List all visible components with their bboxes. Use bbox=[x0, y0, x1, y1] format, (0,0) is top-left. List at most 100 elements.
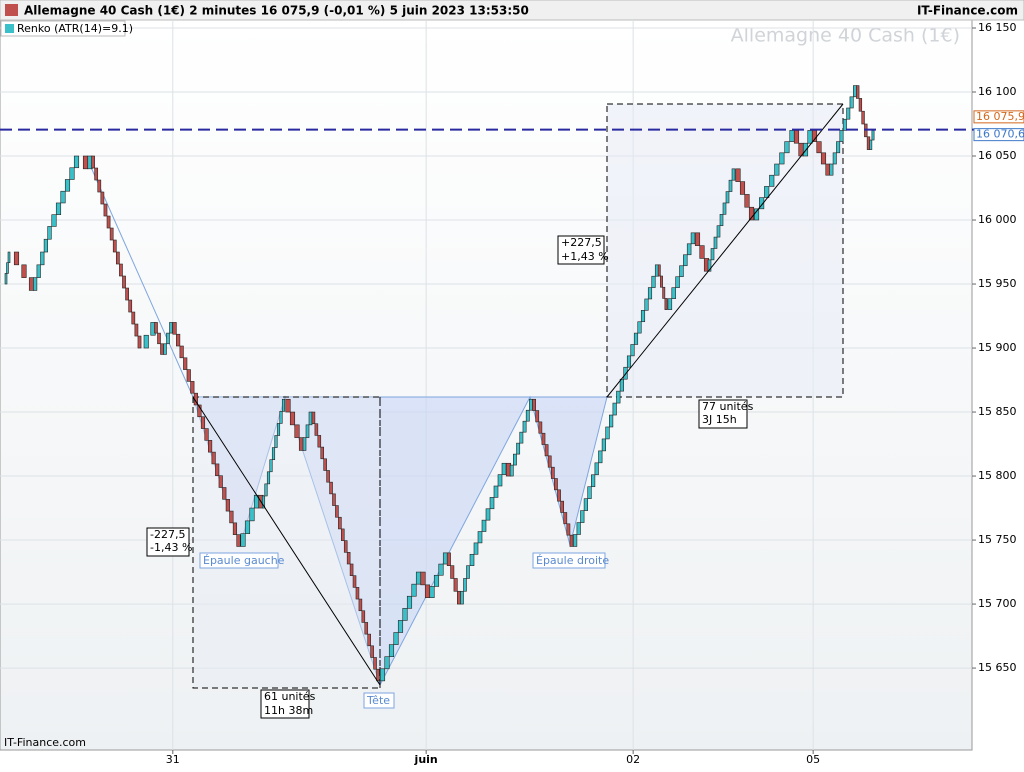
brick bbox=[764, 186, 770, 198]
brick bbox=[279, 411, 283, 424]
brick bbox=[594, 462, 599, 476]
brick bbox=[60, 190, 66, 204]
brick bbox=[572, 534, 578, 547]
brick bbox=[346, 552, 351, 565]
brick bbox=[473, 542, 479, 555]
brick bbox=[43, 238, 48, 253]
brick bbox=[311, 411, 316, 425]
brick bbox=[466, 565, 470, 579]
brick bbox=[73, 155, 80, 169]
brick bbox=[538, 421, 543, 434]
brick bbox=[320, 446, 325, 460]
measure-line bbox=[606, 103, 844, 398]
y-tick-label: 15 900 bbox=[978, 341, 1017, 354]
brick bbox=[204, 428, 209, 441]
brick bbox=[710, 248, 715, 261]
brick bbox=[858, 98, 863, 112]
brick bbox=[716, 225, 721, 238]
brick bbox=[373, 657, 377, 670]
annotation-text: 77 unités bbox=[702, 400, 754, 413]
brick bbox=[731, 168, 736, 181]
brick bbox=[163, 343, 167, 355]
brick bbox=[748, 206, 755, 221]
y-tick-label: 15 950 bbox=[978, 277, 1017, 290]
brick bbox=[157, 332, 161, 345]
annotation-text: -1,43 % bbox=[150, 541, 192, 554]
brick bbox=[601, 438, 606, 452]
brick bbox=[244, 520, 251, 534]
brick bbox=[97, 179, 102, 193]
brick bbox=[671, 287, 676, 299]
brick bbox=[608, 414, 614, 428]
brick bbox=[516, 442, 521, 455]
brick bbox=[816, 141, 822, 154]
y-tick-label: 15 750 bbox=[978, 533, 1017, 546]
brick bbox=[51, 214, 57, 227]
brick bbox=[69, 167, 75, 180]
brick bbox=[735, 168, 741, 182]
brick bbox=[169, 322, 173, 334]
brick bbox=[651, 275, 656, 288]
brick bbox=[554, 478, 558, 491]
brick bbox=[302, 437, 307, 451]
brick bbox=[229, 510, 234, 524]
brick bbox=[619, 378, 624, 392]
brick bbox=[384, 656, 390, 670]
brick bbox=[779, 152, 785, 165]
price-marker: 16 070,6 bbox=[976, 128, 1024, 141]
brick bbox=[131, 311, 136, 325]
brick bbox=[100, 191, 105, 205]
brick bbox=[349, 563, 354, 576]
brick bbox=[640, 310, 646, 323]
annotation: -227,5 -1,43 % 61 unités 11h 38m +227,5 … bbox=[146, 235, 754, 719]
x-tick-label: 31 bbox=[166, 753, 180, 766]
footer: IT-Finance.com bbox=[4, 736, 86, 749]
brick bbox=[598, 450, 603, 464]
brick bbox=[544, 444, 549, 457]
brick bbox=[91, 155, 95, 169]
brick bbox=[807, 130, 813, 144]
brick bbox=[662, 286, 666, 299]
brick bbox=[64, 179, 71, 192]
brick bbox=[197, 404, 202, 418]
annotation-text: 3J 15h bbox=[702, 413, 737, 426]
brick bbox=[713, 236, 718, 249]
brick bbox=[469, 553, 475, 566]
brick bbox=[481, 519, 487, 532]
brick bbox=[343, 540, 348, 553]
header-bar bbox=[0, 0, 1024, 21]
brick bbox=[94, 167, 99, 181]
price-marker: 16 075,9 bbox=[976, 110, 1024, 123]
brick bbox=[294, 424, 300, 438]
indicator-box bbox=[0, 20, 126, 37]
brick bbox=[728, 179, 733, 192]
app-icon bbox=[5, 4, 18, 16]
brick bbox=[532, 398, 536, 411]
brick bbox=[789, 130, 795, 142]
brick bbox=[326, 470, 330, 483]
brick bbox=[861, 110, 865, 125]
brick bbox=[547, 455, 552, 468]
brick bbox=[211, 451, 216, 465]
brick bbox=[13, 251, 20, 266]
y-tick-label: 16 050 bbox=[978, 149, 1017, 162]
brick bbox=[842, 118, 847, 131]
pattern-label: Tête bbox=[366, 694, 390, 707]
brick bbox=[802, 142, 809, 157]
brick bbox=[424, 584, 431, 598]
brick bbox=[493, 485, 499, 498]
brick bbox=[32, 277, 38, 291]
pattern-label: Épaule gauche bbox=[203, 554, 285, 567]
brick bbox=[871, 130, 875, 141]
brick bbox=[332, 493, 336, 506]
brick bbox=[836, 141, 841, 154]
y-tick-label: 15 700 bbox=[978, 597, 1017, 610]
brick bbox=[125, 287, 129, 301]
x-tick-label: juin bbox=[414, 753, 438, 766]
brick bbox=[626, 355, 632, 368]
annotation-text: 61 unités bbox=[264, 690, 316, 703]
brick bbox=[489, 497, 495, 510]
brick bbox=[633, 332, 639, 345]
brick bbox=[657, 264, 661, 277]
